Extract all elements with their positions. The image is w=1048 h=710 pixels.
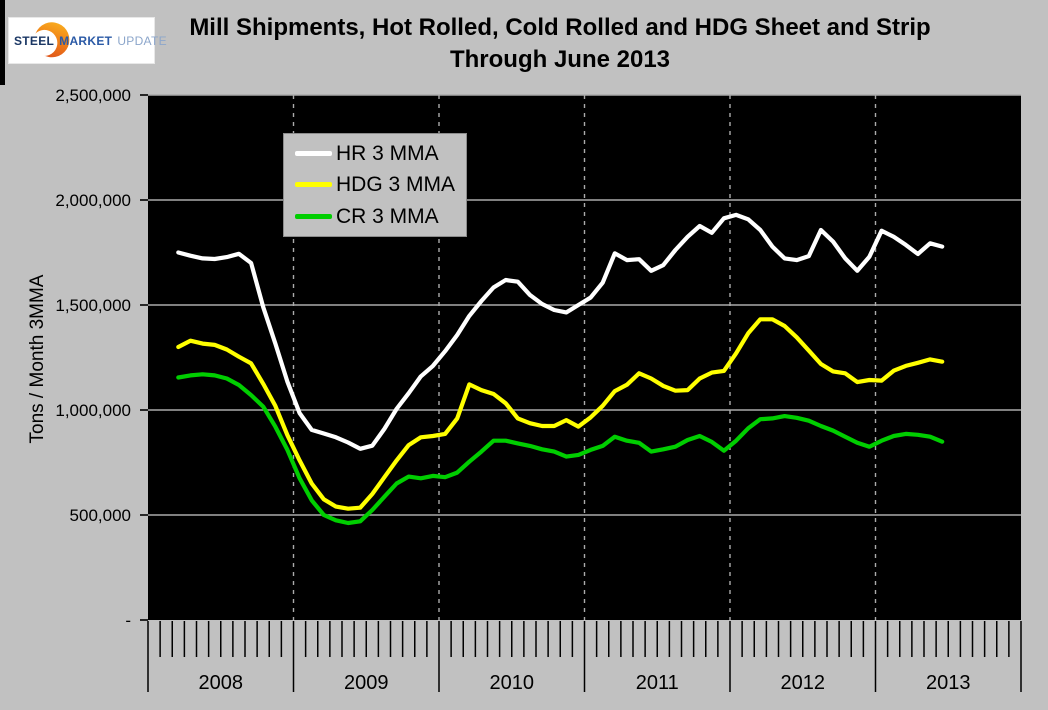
cr-line-swatch [295, 213, 332, 219]
legend-item-cr: CR 3 MMA [284, 206, 466, 227]
smu-logo: STEEL MARKET UPDATE [8, 17, 167, 64]
year-label: 2012 [781, 672, 826, 694]
series-line-cr-3-mma [176, 372, 945, 526]
chart-title-line1: Mill Shipments, Hot Rolled, Cold Rolled … [189, 14, 931, 41]
hdg-line-swatch [295, 182, 332, 188]
logo-word-market: MARKET [59, 33, 113, 48]
year-label: 2008 [199, 672, 244, 694]
series-line-hr-3-mma [176, 212, 945, 451]
year-label: 2009 [344, 672, 389, 694]
y-tick-label: 500,000 [70, 506, 131, 525]
y-tick-label: 2,000,000 [55, 191, 131, 210]
legend-label-cr: CR 3 MMA [336, 204, 439, 228]
y-tick-label: 2,500,000 [55, 86, 131, 105]
logo-word-update: UPDATE [117, 33, 167, 48]
year-label: 2010 [490, 672, 535, 694]
year-label: 2013 [926, 672, 971, 694]
y-tick-label: - [125, 611, 131, 630]
legend: HR 3 MMA HDG 3 MMA CR 3 MMA [283, 133, 467, 237]
screen-edge-artifact [0, 0, 5, 85]
legend-item-hdg: HDG 3 MMA [284, 174, 466, 195]
hr-line-swatch [295, 151, 332, 157]
legend-label-hr: HR 3 MMA [336, 142, 439, 166]
crescent-icon [31, 22, 70, 58]
legend-item-hr: HR 3 MMA [284, 143, 466, 164]
y-tick-label: 1,500,000 [55, 296, 131, 315]
logo-word-steel: STEEL [14, 33, 55, 48]
chart-title-line2: Through June 2013 [449, 46, 671, 73]
logo-text: STEEL MARKET UPDATE [14, 17, 167, 64]
year-label: 2011 [636, 672, 679, 694]
series-line-hdg-3-mma [176, 317, 945, 511]
legend-label-hdg: HDG 3 MMA [336, 173, 456, 197]
chart-title: Mill Shipments, Hot Rolled, Cold Rolled … [120, 12, 1000, 76]
y-tick-label: 1,000,000 [55, 401, 131, 420]
